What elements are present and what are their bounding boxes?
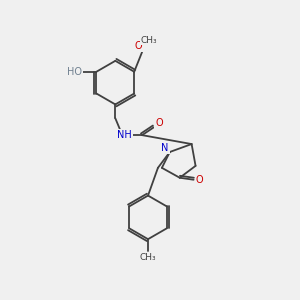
Text: CH₃: CH₃ <box>141 35 158 44</box>
Text: O: O <box>134 41 142 51</box>
Text: N: N <box>161 143 169 153</box>
Text: HO: HO <box>67 67 82 77</box>
Text: CH₃: CH₃ <box>140 253 156 262</box>
Text: O: O <box>196 175 203 185</box>
Text: NH: NH <box>117 130 132 140</box>
Text: O: O <box>155 118 163 128</box>
